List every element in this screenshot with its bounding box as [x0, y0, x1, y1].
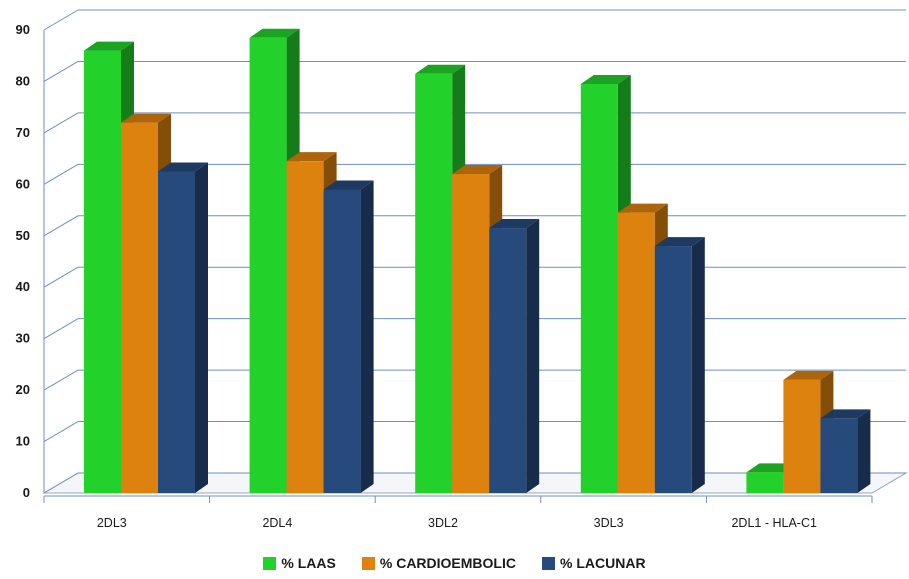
x-tick-label: 3DL2 [428, 516, 458, 530]
bar-front [452, 174, 490, 494]
bar-top [158, 162, 208, 172]
bar-side [360, 180, 374, 493]
bar-front [820, 418, 858, 493]
bar [489, 219, 540, 494]
gridline-side [43, 421, 79, 442]
bar-front [84, 50, 121, 493]
bar-top [249, 28, 300, 38]
bar-top [286, 152, 337, 162]
y-tick-label: 40 [16, 279, 30, 294]
bar-front [158, 171, 195, 493]
gridline-side [43, 112, 79, 134]
legend-swatch [263, 556, 277, 570]
bar-front [654, 246, 692, 493]
bar [820, 409, 871, 493]
gridline-side [43, 369, 79, 391]
gridline-side [43, 163, 79, 185]
legend-item: % LACUNAR [542, 555, 646, 571]
bar-front [121, 122, 158, 493]
axis-layer [43, 30, 873, 503]
y-tick-label: 80 [16, 73, 30, 88]
gridline-side [43, 61, 79, 82]
bar-top [783, 370, 834, 380]
legend-swatch [542, 556, 555, 570]
legend-label: % LAAS [281, 555, 336, 571]
legend-item: % CARDIOEMBOLIC [361, 555, 516, 571]
y-tick-label: 30 [16, 331, 30, 346]
bar-front [249, 37, 287, 493]
legend-label: % CARDIOEMBOLIC [379, 555, 516, 571]
x-tick-label: 3DL3 [594, 516, 624, 530]
legend-swatch [361, 556, 375, 570]
y-tick-label: 50 [16, 228, 30, 243]
bar [654, 237, 705, 493]
bar-front [415, 73, 453, 493]
bar [158, 162, 208, 493]
bar-side [195, 162, 208, 493]
bar-top [489, 219, 540, 229]
bar-top [820, 409, 871, 419]
y-tick-label: 70 [16, 125, 30, 140]
legend-label: % LACUNAR [560, 555, 646, 571]
bar-side [526, 219, 540, 494]
x-tick-label: 2DL1 - HLA-C1 [731, 516, 816, 530]
y-tick-label: 90 [16, 22, 30, 37]
bar-front [746, 472, 784, 493]
bar-front [489, 228, 527, 494]
bar-front [323, 189, 361, 493]
bar [323, 180, 374, 493]
bar-front [286, 161, 324, 493]
label-layer: 0 10 20 30 40 50 60 70 80 90 2DL3 2DL4 3DL2 3DL3 2DL1 … [16, 22, 817, 530]
x-tick-label: 2DL3 [97, 516, 127, 530]
bar-top [617, 203, 668, 213]
bar-top [415, 64, 466, 74]
gridline-side [43, 318, 79, 340]
gridline-side [43, 472, 79, 494]
gridline-side [43, 215, 79, 237]
bar-front [580, 84, 618, 494]
gridline-side [43, 9, 79, 31]
legend: % LAAS % CARDIOEMBOLIC % LACUNAR [0, 552, 909, 574]
y-tick-label: 60 [16, 176, 30, 191]
bar-top [452, 165, 503, 175]
gridline-side [43, 266, 79, 288]
legend-item: % LAAS [263, 555, 336, 571]
bar-side [691, 237, 705, 493]
bar-front [617, 212, 655, 493]
y-tick-label: 0 [23, 485, 30, 500]
bar-top [654, 237, 705, 247]
bar-side [857, 409, 871, 493]
bar-top [121, 113, 171, 123]
x-tick-label: 2DL4 [262, 516, 292, 530]
bar-layer [84, 28, 871, 494]
y-tick-label: 20 [16, 382, 30, 397]
bar-top [323, 180, 374, 190]
bar-front [783, 379, 821, 493]
bar-top [84, 41, 134, 51]
bar-top [580, 75, 631, 85]
y-tick-label: 10 [16, 434, 30, 449]
